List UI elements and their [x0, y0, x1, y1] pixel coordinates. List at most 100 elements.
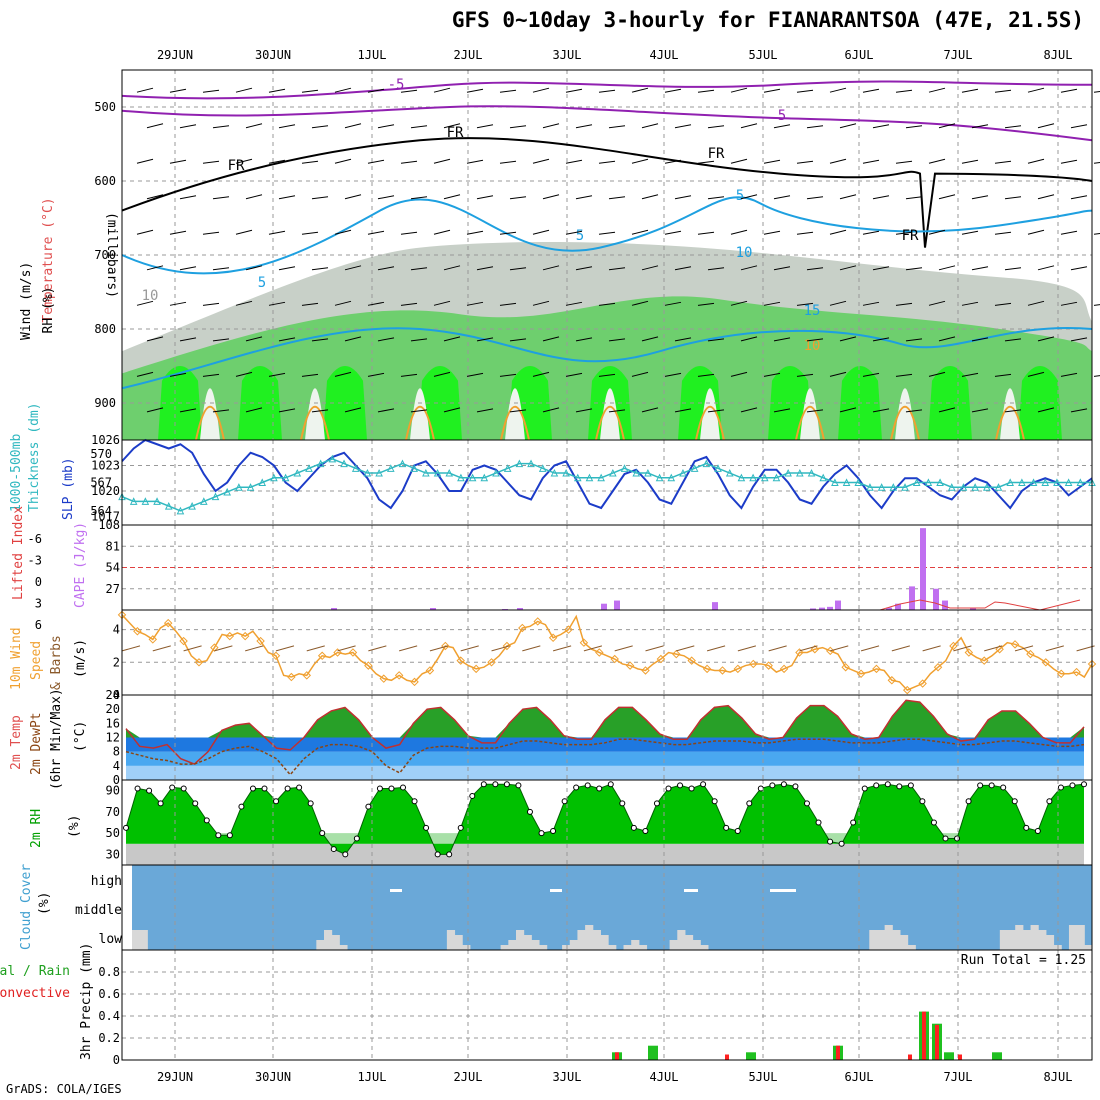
- temp-ytick: 8: [113, 745, 120, 759]
- wind-barb-10m: [860, 645, 880, 652]
- wind-barb: [377, 266, 395, 271]
- wind-barb: [400, 302, 418, 306]
- cloud-level-label: low: [99, 932, 123, 947]
- wind-barb: [542, 194, 560, 200]
- cloud-low-bar: [1015, 925, 1024, 950]
- rh-point: [123, 824, 129, 831]
- date-label-bottom: 7JUL: [944, 1070, 973, 1084]
- thickness-point: [690, 464, 699, 472]
- rh-point: [827, 838, 834, 845]
- thickness-point: [714, 464, 722, 472]
- contour-label: FR: [902, 228, 919, 244]
- precip-ytick: 0.8: [98, 965, 120, 979]
- wind-speed-point: [548, 633, 558, 643]
- rh-point: [342, 851, 349, 858]
- wind-barb: [829, 158, 847, 164]
- rh-point: [492, 781, 499, 788]
- wind-barb: [730, 158, 748, 164]
- thickness-point: [351, 464, 360, 472]
- precip-convective-bar: [836, 1045, 840, 1060]
- precip-total-bar: [648, 1045, 658, 1060]
- wind-speed-point: [163, 618, 173, 628]
- wind-barb: [971, 408, 989, 413]
- thickness-unit-label: Thickness (dm): [27, 402, 42, 512]
- wind-speed-point: [456, 656, 465, 665]
- slp-ytick: 1020: [91, 484, 120, 498]
- rh-point: [677, 782, 684, 789]
- wind-barb: [730, 371, 748, 377]
- wind-barb: [839, 407, 857, 413]
- thickness-point: [831, 478, 839, 486]
- wind-barb: [334, 300, 352, 306]
- wind-barb: [377, 408, 395, 413]
- wind-barb-10m: [737, 645, 757, 652]
- thickness-point: [211, 492, 220, 501]
- date-label-top: 2JUL: [454, 48, 483, 62]
- cape-bar: [886, 607, 892, 610]
- wind-speed-point: [518, 623, 527, 633]
- temp-band: [126, 765, 1084, 780]
- precip-total-bar: [992, 1052, 1002, 1060]
- wind-barb: [862, 301, 880, 306]
- wind-barb: [499, 89, 517, 93]
- wind-barb: [608, 409, 626, 413]
- wind-barb: [961, 88, 979, 93]
- cloud-low-bar: [500, 945, 509, 950]
- wind-barb: [433, 87, 451, 93]
- wind-speed-point: [441, 641, 450, 651]
- rh-point: [746, 800, 753, 807]
- wind-speed-point: [317, 651, 327, 661]
- cape-ytick: 54: [106, 561, 120, 575]
- wind-barb: [928, 87, 946, 93]
- wind-barb: [532, 158, 550, 164]
- wind-barb: [806, 338, 824, 342]
- cape-bar: [827, 606, 833, 610]
- cloud-low-bar: [608, 945, 617, 950]
- thickness-point: [1041, 478, 1050, 486]
- wind-barb: [1027, 371, 1045, 377]
- wind-barb: [1070, 408, 1088, 413]
- thickness-point: [807, 468, 816, 477]
- temp-contour-15: [195, 405, 225, 441]
- rh-point: [480, 781, 487, 788]
- thickness-point: [597, 473, 605, 482]
- dewpoint-line: [125, 738, 1085, 776]
- cloud-low-bar: [339, 945, 348, 950]
- thickness-point: [819, 473, 828, 482]
- cape-bar: [601, 603, 607, 610]
- rh-point: [457, 824, 464, 831]
- thickness-point: [223, 487, 231, 496]
- thickness-point: [503, 464, 512, 472]
- wind-barb: [565, 301, 583, 306]
- slp-ytick: 1023: [91, 459, 120, 473]
- rh-point: [226, 832, 233, 839]
- wind-barb: [641, 336, 659, 342]
- thickness-point: [609, 468, 617, 477]
- wind-barb: [1004, 125, 1022, 129]
- rh-shade-dry: [1000, 388, 1020, 440]
- temp-contour-15: [595, 405, 625, 441]
- thickness-point: [433, 468, 442, 477]
- thickness-point: [784, 468, 792, 477]
- wind-barb: [169, 372, 187, 377]
- wind-barb: [1070, 266, 1088, 271]
- cloud-low-bar: [1076, 925, 1085, 950]
- contour-label: 5: [778, 108, 786, 124]
- wind-barb: [829, 300, 847, 306]
- wind-barb-10m: [306, 645, 325, 652]
- temp-line: [125, 699, 1085, 765]
- wind-barb: [367, 159, 385, 164]
- precip-convective-bar: [935, 1024, 939, 1060]
- wind-barb: [631, 229, 649, 235]
- wind-barb: [146, 407, 164, 413]
- wind-barb-10m: [830, 645, 849, 652]
- temp-contour-10: [121, 327, 1093, 390]
- li-ytick: 0: [35, 575, 42, 589]
- wind-speed-point: [256, 636, 265, 646]
- wind-barb-10m: [768, 645, 787, 652]
- wind-barb: [971, 266, 989, 271]
- cloud-low-bar: [539, 945, 548, 950]
- wind-barb: [202, 302, 220, 306]
- wind-speed-point: [364, 661, 373, 670]
